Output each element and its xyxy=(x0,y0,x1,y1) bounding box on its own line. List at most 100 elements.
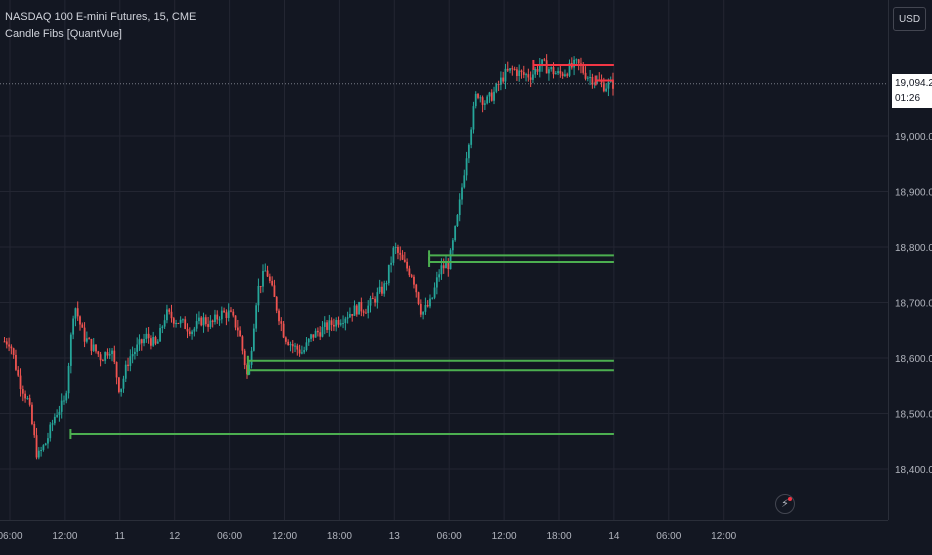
currency-button[interactable]: USD xyxy=(893,7,926,31)
candle-body-19 xyxy=(47,438,49,444)
candle-body-151 xyxy=(349,314,351,318)
lightning-icon[interactable]: ⚡ xyxy=(775,494,795,514)
candle-body-89 xyxy=(207,324,209,327)
candle-body-211 xyxy=(486,96,489,104)
candle-body-164 xyxy=(378,286,381,293)
candle-body-35 xyxy=(83,327,86,342)
candle-body-244 xyxy=(561,73,564,76)
candle-body-116 xyxy=(268,276,271,281)
candle-body-131 xyxy=(303,349,306,353)
candle-body-230 xyxy=(529,77,532,80)
candle-body-77 xyxy=(179,319,182,324)
candle-body-138 xyxy=(319,332,322,337)
candle-body-266 xyxy=(612,79,614,89)
candle-body-126 xyxy=(291,344,294,347)
candle-body-63 xyxy=(147,333,150,339)
candle-body-118 xyxy=(273,285,276,297)
candle-body-84 xyxy=(195,321,198,329)
candle-body-184 xyxy=(424,305,427,312)
candle-body-235 xyxy=(541,59,543,66)
candle-body-2 xyxy=(8,344,10,347)
candle-body-68 xyxy=(159,327,161,342)
time-tick-label-2: 11 xyxy=(115,531,126,542)
candle-body-15 xyxy=(37,450,40,458)
candle-body-3 xyxy=(10,346,13,349)
candle-body-41 xyxy=(97,351,100,355)
candle-body-143 xyxy=(330,320,333,325)
candle-body-23 xyxy=(56,415,59,417)
chart-legend[interactable]: NASDAQ 100 E-mini Futures, 15, CME Candl… xyxy=(5,9,196,43)
candle-body-37 xyxy=(88,338,91,340)
candle-body-97 xyxy=(225,312,228,318)
time-tick-label-6: 18:00 xyxy=(327,531,352,542)
candle-body-174 xyxy=(401,254,404,260)
candle-body-134 xyxy=(310,334,312,339)
time-tick-label-8: 06:00 xyxy=(437,531,462,542)
candle-body-193 xyxy=(445,263,447,269)
candle-body-127 xyxy=(294,345,296,347)
candle-body-32 xyxy=(76,308,79,317)
candle-body-117 xyxy=(271,280,274,286)
candle-body-135 xyxy=(312,334,315,338)
candle-body-64 xyxy=(150,338,152,346)
candle-body-209 xyxy=(481,97,484,105)
candle-body-6 xyxy=(17,369,20,376)
candle-body-80 xyxy=(186,328,189,332)
candle-body-202 xyxy=(465,158,468,176)
candle-body-105 xyxy=(243,350,246,366)
candle-body-249 xyxy=(573,59,575,68)
candle-body-238 xyxy=(548,69,550,74)
candle-body-199 xyxy=(458,199,461,216)
candle-body-121 xyxy=(280,321,283,324)
candle-body-44 xyxy=(104,352,107,361)
candle-body-132 xyxy=(305,342,308,350)
candle-body-247 xyxy=(568,62,571,76)
candle-body-120 xyxy=(278,310,280,322)
candle-body-233 xyxy=(536,69,539,72)
candle-body-147 xyxy=(339,323,342,325)
candle-body-229 xyxy=(527,74,530,78)
candle-body-208 xyxy=(479,97,482,99)
time-axis[interactable] xyxy=(0,520,888,551)
candle-body-102 xyxy=(236,327,239,331)
candle-body-79 xyxy=(184,319,187,329)
candle-body-253 xyxy=(582,66,585,73)
candle-body-221 xyxy=(509,68,511,71)
candle-body-149 xyxy=(344,318,347,323)
candle-body-141 xyxy=(326,322,328,330)
candle-body-67 xyxy=(156,341,159,344)
candle-body-144 xyxy=(333,324,335,327)
candle-body-123 xyxy=(284,337,287,342)
candle-body-155 xyxy=(358,301,360,315)
indicator-title[interactable]: Candle Fibs [QuantVue] xyxy=(5,28,122,40)
candle-body-40 xyxy=(95,344,97,352)
candle-body-18 xyxy=(44,443,47,446)
candle-body-56 xyxy=(131,354,134,357)
price-axis[interactable] xyxy=(888,0,932,520)
candle-body-197 xyxy=(454,226,457,241)
candle-body-24 xyxy=(58,411,61,416)
candle-body-54 xyxy=(127,364,129,366)
candle-body-217 xyxy=(499,77,502,85)
candle-body-261 xyxy=(600,80,603,83)
candle-body-82 xyxy=(191,331,193,335)
candle-body-11 xyxy=(28,398,31,405)
candle-body-104 xyxy=(241,336,244,351)
time-axis-labels: 06:00 12:00 11 12 06:00 12:00 18:00 13 06:00 12:0… xyxy=(0,531,737,542)
candle-body-10 xyxy=(26,398,29,400)
candle-body-13 xyxy=(33,424,36,436)
candle-body-125 xyxy=(289,344,292,346)
candle-body-183 xyxy=(422,311,425,315)
candle-body-83 xyxy=(193,328,196,332)
symbol-title[interactable]: NASDAQ 100 E-mini Futures, 15, CME xyxy=(5,11,197,23)
candle-body-17 xyxy=(42,445,45,450)
candle-body-1 xyxy=(5,341,8,345)
candle-body-74 xyxy=(172,318,175,324)
last-price-value: 19,094.25 xyxy=(895,78,932,89)
candle-layer xyxy=(3,54,614,460)
price-tick-label-2: 18,800.00 xyxy=(895,243,932,254)
candle-body-78 xyxy=(182,319,184,321)
time-tick-label-0: 06:00 xyxy=(0,531,23,542)
candle-body-255 xyxy=(586,77,589,79)
